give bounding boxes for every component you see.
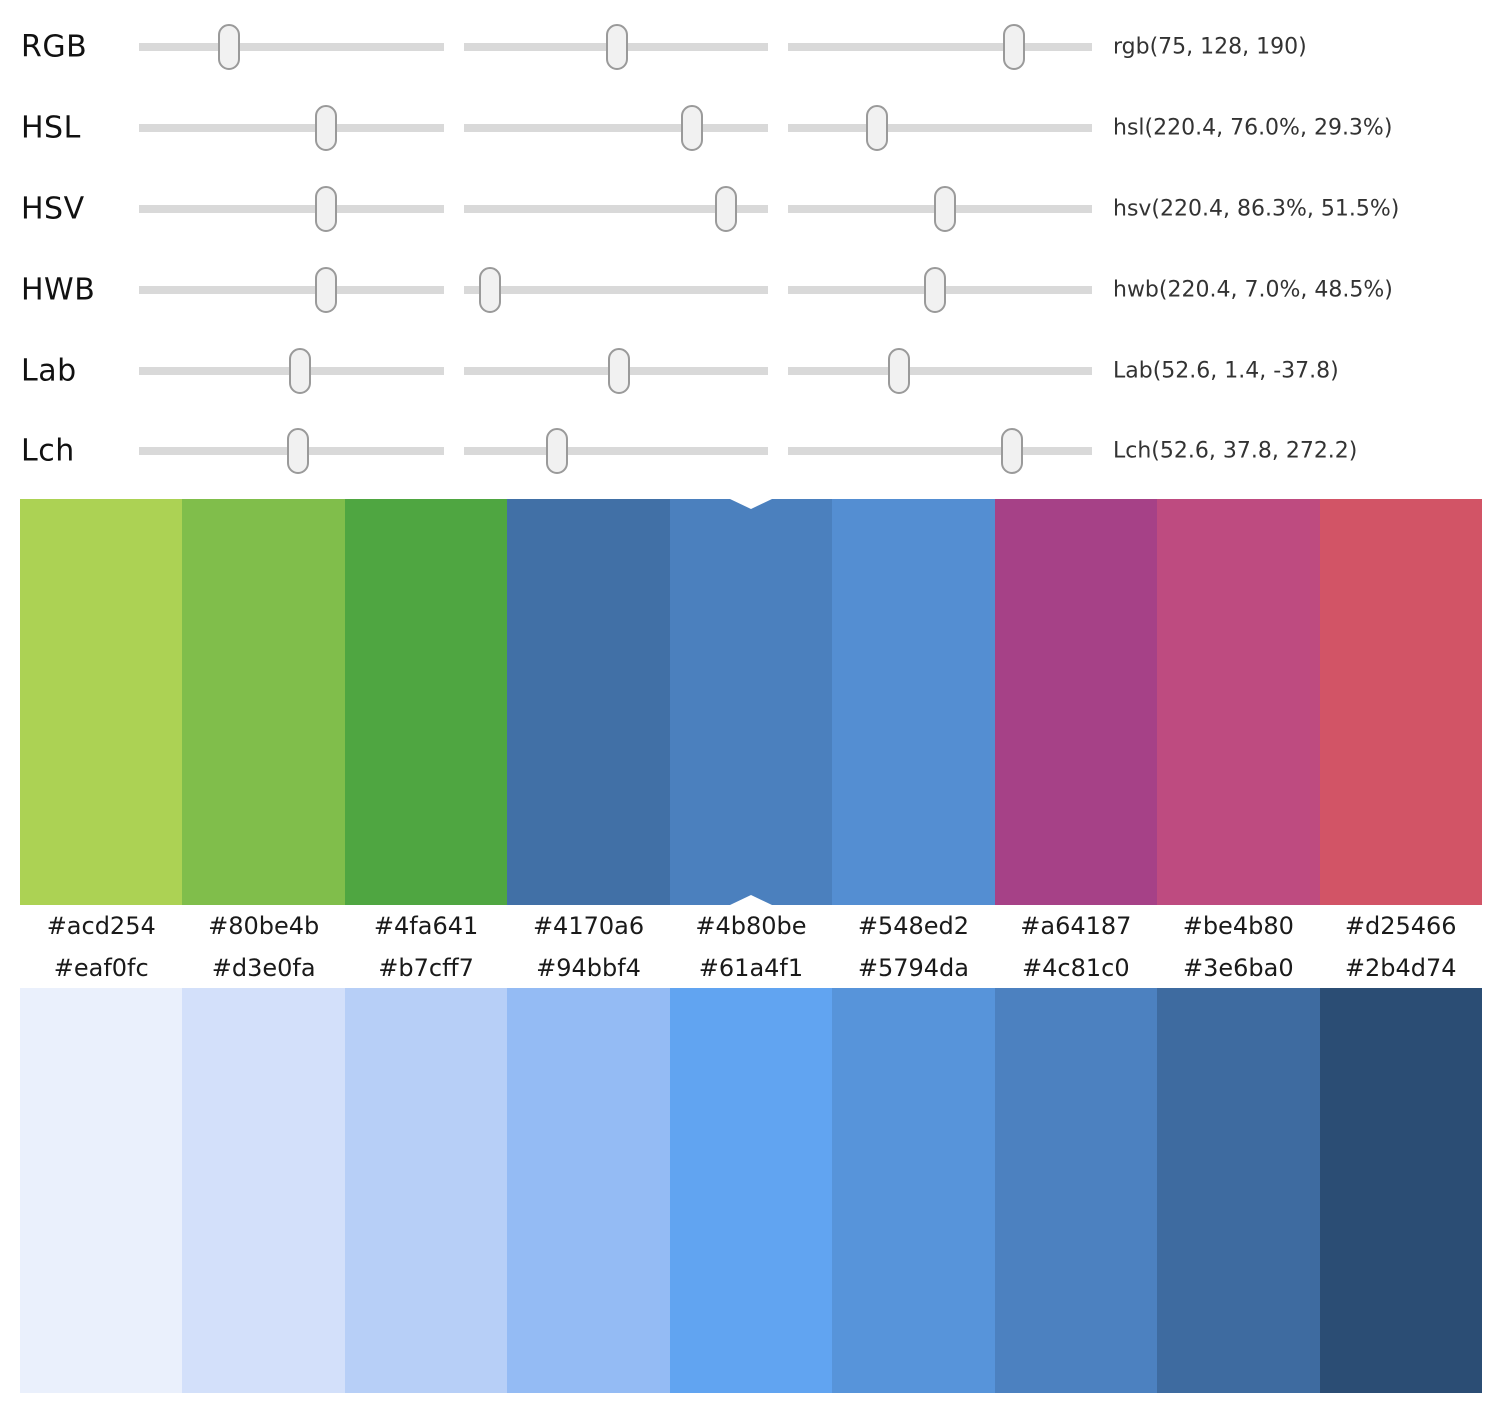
swatch-hex-label: #4fa641 (373, 912, 479, 940)
palette-swatch[interactable] (507, 499, 670, 905)
swatch-hex-label: #be4b80 (1182, 912, 1294, 940)
slider-row-hsv: HSV hsv(220.4, 86.3%, 51.5%) (0, 169, 1501, 250)
hsl-lightness-slider-track[interactable] (788, 105, 1092, 152)
hsv-value-slider-handle[interactable] (933, 185, 956, 232)
rgb-blue-slider-handle[interactable] (1003, 24, 1026, 71)
colorspace-label-rgb: RGB (21, 29, 88, 65)
lch-hue-slider-track[interactable] (788, 428, 1092, 475)
lightness-palette (20, 988, 1482, 1393)
rgb-value-readout: rgb(75, 128, 190) (1113, 34, 1307, 60)
swatch-hex-label: #4170a6 (532, 912, 645, 940)
colorspace-label-lch: Lch (21, 433, 75, 469)
rgb-red-slider-track[interactable] (139, 24, 444, 71)
lch-chroma-slider-track[interactable] (464, 428, 768, 475)
palette-swatch[interactable] (507, 988, 670, 1393)
palette-swatch[interactable] (1319, 988, 1482, 1393)
swatch-hex-label: #3e6ba0 (1182, 953, 1294, 982)
swatch-hex-label: #eaf0fc (53, 953, 149, 982)
swatch-hex-label: #d3e0fa (211, 953, 316, 982)
hsv-hue-slider-handle[interactable] (314, 185, 337, 232)
hsv-hue-slider-track[interactable] (139, 185, 444, 232)
hue-palette (20, 499, 1482, 905)
swatch-hex-label: #d25466 (1344, 912, 1457, 940)
hsl-value-readout: hsl(220.4, 76.0%, 29.3%) (1113, 115, 1393, 141)
lab-b-slider-handle[interactable] (887, 347, 910, 394)
slider-row-hwb: HWB hwb(220.4, 7.0%, 48.5%) (0, 249, 1501, 330)
palette-swatch[interactable] (182, 988, 345, 1393)
palette-swatch[interactable] (20, 499, 183, 905)
lch-l-slider-handle[interactable] (286, 428, 309, 475)
hsl-hue-slider-handle[interactable] (314, 105, 337, 152)
lch-value-readout: Lch(52.6, 37.8, 272.2) (1113, 438, 1358, 464)
swatch-hex-label: #5794da (857, 953, 969, 982)
hwb-whiteness-slider-track[interactable] (464, 266, 768, 313)
hwb-whiteness-slider-handle[interactable] (478, 266, 501, 313)
palette-swatch[interactable] (1157, 988, 1320, 1393)
palette-swatch[interactable] (669, 499, 833, 905)
swatch-hex-label: #4c81c0 (1022, 953, 1130, 982)
palette-swatch[interactable] (669, 988, 833, 1393)
lab-l-slider-handle[interactable] (289, 347, 312, 394)
swatch-hex-label: #80be4b (208, 912, 320, 940)
lab-l-slider-track[interactable] (139, 347, 444, 394)
swatch-hex-label: #61a4f1 (698, 953, 804, 982)
palette-swatch[interactable] (832, 499, 995, 905)
slider-panel: RGB rgb(75, 128, 190) HSL hsl(220.4, 76.… (0, 7, 1501, 492)
slider-row-hsl: HSL hsl(220.4, 76.0%, 29.3%) (0, 88, 1501, 169)
hsv-saturation-slider-track[interactable] (464, 185, 768, 232)
palette-swatch[interactable] (344, 988, 508, 1393)
palette-swatch[interactable] (344, 499, 508, 905)
hwb-blackness-slider-track[interactable] (788, 266, 1092, 313)
palette-swatch[interactable] (182, 499, 345, 905)
slider-row-lab: Lab Lab(52.6, 1.4, -37.8) (0, 330, 1501, 411)
hsl-hue-slider-track[interactable] (139, 105, 444, 152)
swatch-hex-label: #94bbf4 (536, 953, 641, 982)
rgb-red-slider-handle[interactable] (217, 24, 240, 71)
hwb-value-readout: hwb(220.4, 7.0%, 48.5%) (1113, 277, 1393, 303)
palette-swatch[interactable] (20, 988, 183, 1393)
lab-value-readout: Lab(52.6, 1.4, -37.8) (1113, 358, 1339, 384)
slider-row-lch: Lch Lch(52.6, 37.8, 272.2) (0, 411, 1501, 492)
colorspace-label-hsl: HSL (21, 110, 81, 146)
rgb-green-slider-handle[interactable] (605, 24, 628, 71)
lab-b-slider-track[interactable] (788, 347, 1092, 394)
hsv-value-readout: hsv(220.4, 86.3%, 51.5%) (1113, 196, 1400, 222)
colorspace-label-hsv: HSV (21, 191, 85, 227)
lightness-palette-hex-labels: #eaf0fc #d3e0fa #b7cff7 #94bbf4 #61a4f1 #5794… (20, 947, 1482, 988)
hsl-saturation-slider-track[interactable] (464, 105, 768, 152)
slider-row-rgb: RGB rgb(75, 128, 190) (0, 7, 1501, 88)
hsv-value-slider-track[interactable] (788, 185, 1092, 232)
palette-swatch[interactable] (994, 499, 1158, 905)
swatch-hex-label: #acd254 (46, 912, 156, 940)
rgb-blue-slider-track[interactable] (788, 24, 1092, 71)
lch-chroma-slider-handle[interactable] (546, 428, 569, 475)
swatch-hex-label: #a64187 (1020, 912, 1132, 940)
lch-hue-slider-handle[interactable] (1001, 428, 1024, 475)
lab-a-slider-track[interactable] (464, 347, 768, 394)
colorspace-label-lab: Lab (21, 353, 77, 389)
hue-palette-hex-labels: #acd254 #80be4b #4fa641 #4170a6 #4b80be #548e… (20, 905, 1482, 947)
palette-swatch[interactable] (832, 988, 995, 1393)
rgb-green-slider-track[interactable] (464, 24, 768, 71)
swatch-hex-label: #4b80be (695, 912, 807, 940)
hwb-hue-slider-track[interactable] (139, 266, 444, 313)
hwb-blackness-slider-handle[interactable] (924, 266, 947, 313)
colorspace-label-hwb: HWB (21, 272, 96, 308)
lab-a-slider-handle[interactable] (608, 347, 631, 394)
lch-l-slider-track[interactable] (139, 428, 444, 475)
hsl-saturation-slider-handle[interactable] (681, 105, 703, 152)
hwb-hue-slider-handle[interactable] (314, 266, 337, 313)
swatch-hex-label: #2b4d74 (1344, 953, 1457, 982)
hsv-saturation-slider-handle[interactable] (715, 185, 738, 232)
palette-swatch[interactable] (1319, 499, 1482, 905)
swatch-hex-label: #548ed2 (857, 912, 969, 940)
hsl-lightness-slider-handle[interactable] (866, 105, 889, 152)
swatch-hex-label: #b7cff7 (378, 953, 474, 982)
palette-swatch[interactable] (994, 988, 1158, 1393)
palette-swatch[interactable] (1157, 499, 1320, 905)
